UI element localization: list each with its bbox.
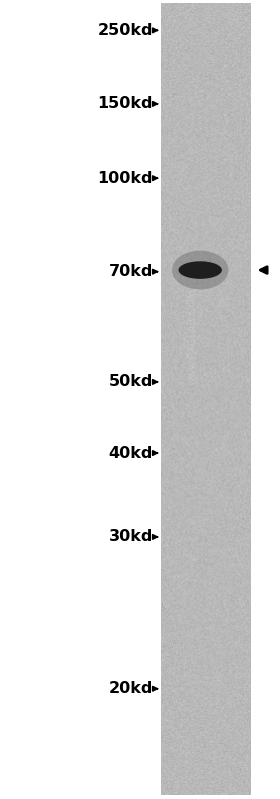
Text: www.PTGLAB.COM: www.PTGLAB.COM [187, 288, 197, 384]
Ellipse shape [179, 261, 222, 279]
Text: 100kd: 100kd [97, 171, 153, 185]
Text: 20kd: 20kd [109, 682, 153, 696]
Text: 150kd: 150kd [97, 97, 153, 111]
Text: 30kd: 30kd [109, 530, 153, 544]
Ellipse shape [172, 251, 228, 289]
Text: 40kd: 40kd [109, 446, 153, 460]
Text: 50kd: 50kd [109, 375, 153, 389]
Text: 70kd: 70kd [109, 264, 153, 279]
Text: 250kd: 250kd [97, 23, 153, 38]
